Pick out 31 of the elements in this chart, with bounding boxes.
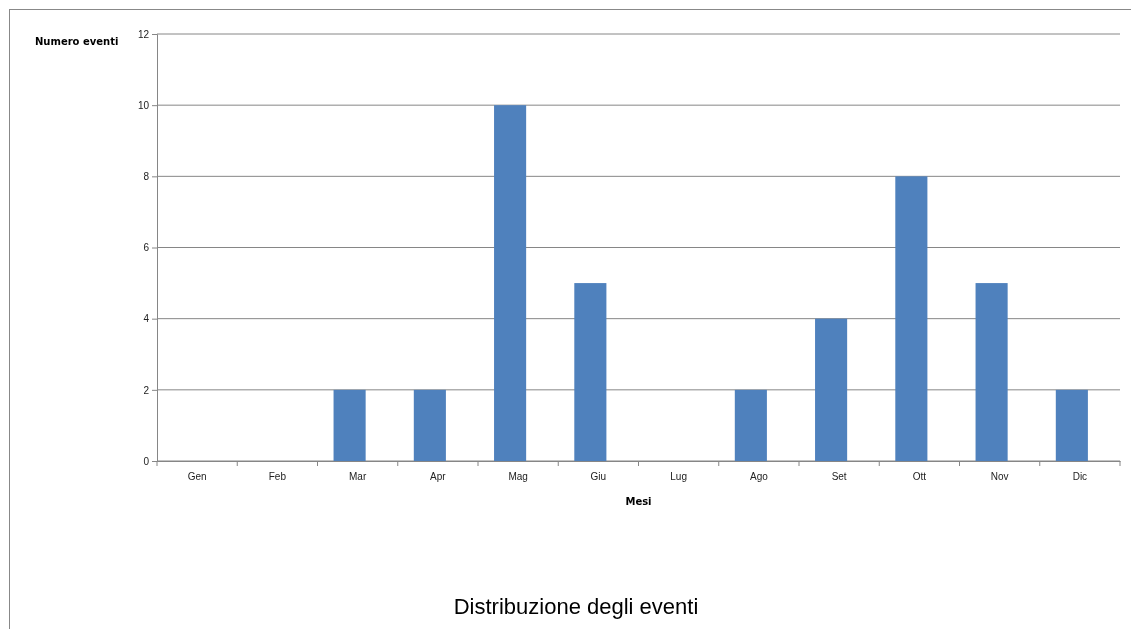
y-tick-label: 0 (143, 455, 150, 467)
y-tick-label: 10 (137, 99, 150, 111)
bar (815, 318, 848, 461)
x-tick-label: Apr (430, 471, 447, 483)
x-tick-label: Lug (670, 471, 687, 483)
bar (895, 176, 928, 461)
x-tick-label: Mag (508, 471, 528, 483)
y-axis-title: Numero eventi (35, 36, 119, 47)
bar (494, 105, 527, 461)
y-tick-label: 12 (137, 28, 150, 40)
y-tick-label: 6 (143, 242, 150, 254)
text: Distribuzione degli eventi (453, 594, 699, 619)
x-tick-label: Feb (268, 471, 287, 483)
y-tick-label: 8 (143, 171, 150, 183)
x-tick-label: Gen (187, 471, 207, 483)
bar (734, 389, 767, 461)
x-tick-label: Set (831, 471, 847, 483)
bar (975, 283, 1008, 461)
y-tick-label: 4 (143, 313, 150, 325)
bar (1055, 389, 1088, 461)
bar (333, 389, 366, 461)
x-tick-label: Mar (349, 471, 367, 483)
x-tick-label: Nov (990, 471, 1009, 483)
x-tick-label: Ott (912, 471, 927, 483)
bar (413, 389, 446, 461)
x-axis-title: Mesi (625, 496, 652, 507)
x-tick-label: Dic (1072, 471, 1088, 483)
x-tick-label: Ago (749, 471, 769, 483)
y-tick-label: 2 (143, 384, 150, 396)
bar (574, 283, 607, 461)
x-tick-label: Giu (590, 471, 607, 483)
